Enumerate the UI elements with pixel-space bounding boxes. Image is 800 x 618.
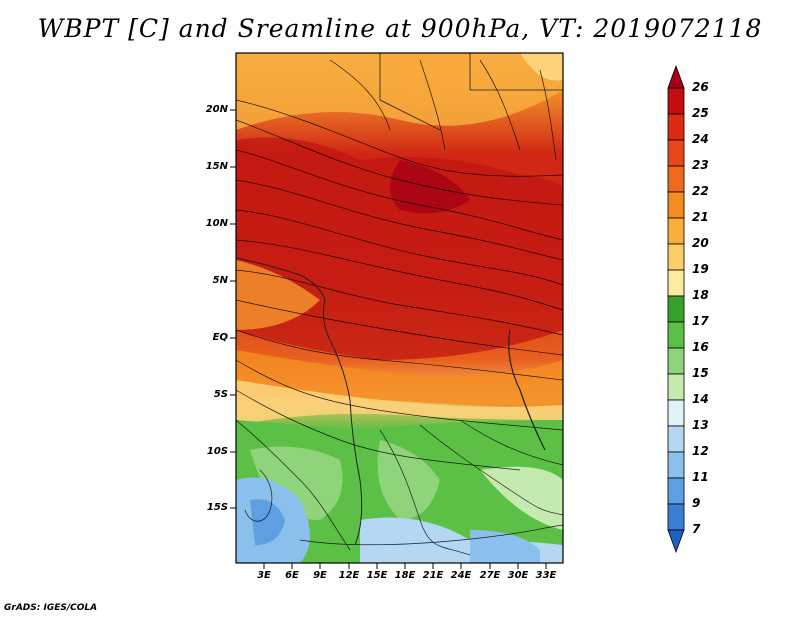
lon-label: 21E [422, 570, 444, 581]
colorbar [667, 64, 685, 554]
colorbar-label: 17 [692, 314, 709, 328]
colorbar-label: 22 [692, 184, 709, 198]
colorbar-swatch [667, 165, 685, 193]
colorbar-label: 14 [692, 392, 709, 406]
colorbar-arrow-top [667, 64, 685, 89]
colorbar-swatch [667, 217, 685, 245]
lat-label: EQ [212, 332, 228, 343]
colorbar-label: 19 [692, 262, 709, 276]
lon-label: 18E [394, 570, 416, 581]
colorbar-label: 7 [692, 522, 701, 536]
lon-label: 6E [285, 570, 299, 581]
lon-label: 12E [338, 570, 360, 581]
lat-label: 10N [205, 218, 228, 229]
lon-label: 27E [479, 570, 501, 581]
colorbar-swatch [667, 321, 685, 349]
map-frame [235, 52, 564, 564]
colorbar-label: 21 [692, 210, 709, 224]
colorbar-swatch [667, 295, 685, 323]
lat-label: 15N [205, 161, 228, 172]
colorbar-swatch [667, 347, 685, 375]
lon-label: 9E [313, 570, 327, 581]
colorbar-label: 12 [692, 444, 709, 458]
lat-label: 5N [212, 275, 228, 286]
colorbar-label: 16 [692, 340, 709, 354]
wbpt-field [236, 53, 563, 563]
colorbar-swatch [667, 477, 685, 505]
map-title: WBPT [C] and Sreamline at 900hPa, VT: 20… [37, 14, 763, 43]
lat-ticks [230, 109, 236, 509]
lat-label: 10S [206, 446, 228, 457]
lon-label: 3E [257, 570, 271, 581]
colorbar-label: 26 [692, 80, 709, 94]
lat-label: 15S [206, 502, 228, 513]
grads-credit: GrADS: IGES/COLA [4, 603, 98, 613]
colorbar-label: 13 [692, 418, 709, 432]
lon-label: 15E [366, 570, 388, 581]
colorbar-arrow-bottom [667, 529, 685, 554]
colorbar-label: 15 [692, 366, 709, 380]
lon-label: 24E [450, 570, 472, 581]
colorbar-swatch [667, 191, 685, 219]
colorbar-swatch [667, 243, 685, 271]
lon-label: 33E [535, 570, 557, 581]
colorbar-label: 9 [692, 496, 701, 510]
colorbar-label: 18 [692, 288, 709, 302]
colorbar-swatch [667, 139, 685, 167]
colorbar-label: 11 [692, 470, 709, 484]
lat-label: 20N [205, 104, 228, 115]
colorbar-swatch [667, 113, 685, 141]
colorbar-label: 20 [692, 236, 709, 250]
colorbar-swatch [667, 399, 685, 427]
colorbar-swatch [667, 87, 685, 115]
colorbar-swatch [667, 373, 685, 401]
lon-ticks [263, 563, 547, 569]
lon-label: 30E [507, 570, 529, 581]
colorbar-swatch [667, 269, 685, 297]
colorbar-label: 23 [692, 158, 709, 172]
colorbar-swatch [667, 503, 685, 531]
colorbar-label: 24 [692, 132, 709, 146]
colorbar-swatch [667, 451, 685, 479]
lat-label: 5S [213, 389, 228, 400]
colorbar-swatch [667, 425, 685, 453]
colorbar-label: 25 [692, 106, 709, 120]
